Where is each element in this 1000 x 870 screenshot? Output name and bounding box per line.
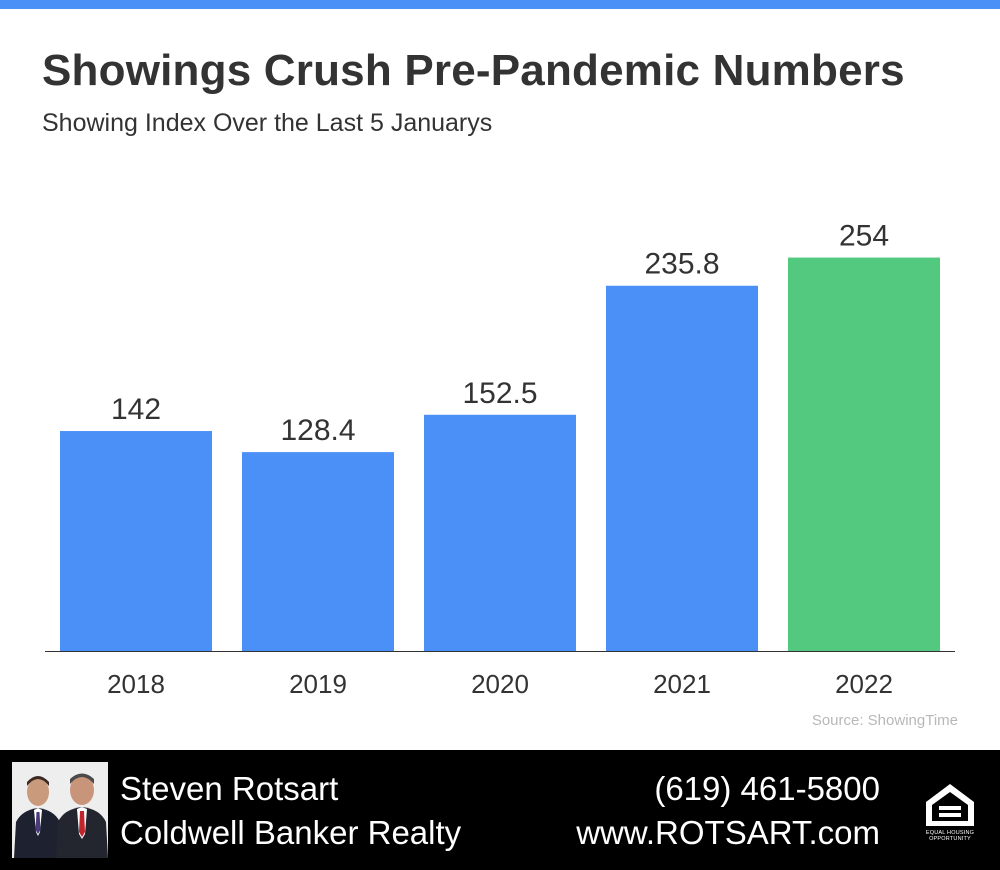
value-label-2019: 128.4 <box>280 414 355 447</box>
equal-housing-house-icon: EQUAL HOUSING OPPORTUNITY <box>918 780 982 842</box>
page-title: Showings Crush Pre-Pandemic Numbers <box>42 46 905 95</box>
value-label-2022: 254 <box>839 220 889 253</box>
page-subtitle: Showing Index Over the Last 5 Januarys <box>42 109 493 137</box>
source-note: Source: ShowingTime <box>811 712 958 729</box>
bar-2018 <box>60 431 212 651</box>
agent-name: Steven Rotsart <box>120 770 339 807</box>
bar-2019 <box>242 452 394 651</box>
website-link[interactable]: www.ROTSART.com <box>576 814 880 851</box>
x-tick-label-2018: 2018 <box>107 669 165 699</box>
phone-number[interactable]: (619) 461-5800 <box>654 770 880 807</box>
x-tick-label-2021: 2021 <box>653 669 711 699</box>
bar-2022 <box>788 257 940 651</box>
bar-2020 <box>424 414 576 651</box>
footer-banner: Steven Rotsart Coldwell Banker Realty (6… <box>0 750 1000 870</box>
bar-series <box>60 257 940 651</box>
equal-housing-text: EQUAL HOUSING OPPORTUNITY <box>925 830 975 842</box>
bar-2021 <box>606 285 758 651</box>
x-tick-label-2022: 2022 <box>835 669 893 699</box>
top-accent-stripe <box>0 0 1000 9</box>
x-tick-label-2020: 2020 <box>471 669 529 699</box>
value-labels: 142 128.4 152.5 235.8 254 <box>111 220 889 448</box>
value-label-2021: 235.8 <box>644 248 719 281</box>
x-axis-tick-labels: 2018 2019 2020 2021 2022 <box>107 669 893 699</box>
agents-photo-icon <box>12 762 108 858</box>
company-name: Coldwell Banker Realty <box>120 814 462 851</box>
value-label-2020: 152.5 <box>462 377 537 410</box>
x-tick-label-2019: 2019 <box>289 669 347 699</box>
value-label-2018: 142 <box>111 393 161 426</box>
